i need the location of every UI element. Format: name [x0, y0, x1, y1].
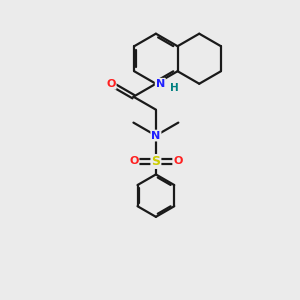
Text: O: O: [106, 79, 116, 89]
Text: O: O: [129, 157, 139, 166]
Text: N: N: [156, 79, 165, 89]
Text: N: N: [151, 130, 160, 141]
Text: O: O: [173, 157, 183, 166]
Text: H: H: [170, 83, 178, 93]
Text: S: S: [152, 155, 160, 168]
